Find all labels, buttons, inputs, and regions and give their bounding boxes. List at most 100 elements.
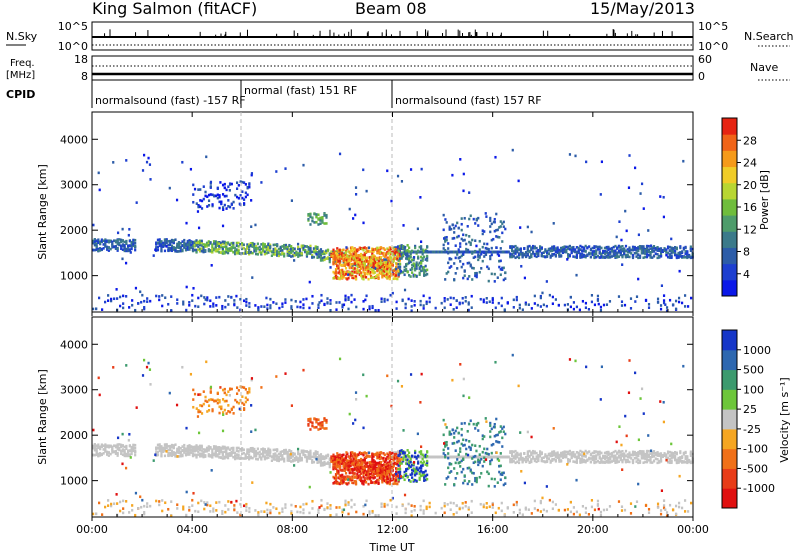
- power-cell: [352, 276, 355, 280]
- power-cell: [665, 306, 669, 309]
- velocity-cell: [221, 445, 224, 449]
- power-cell: [288, 244, 291, 248]
- power-cell: [290, 250, 293, 253]
- power-cell: [563, 250, 566, 253]
- power-cell: [689, 296, 693, 300]
- power-cell: [369, 270, 373, 274]
- power-cell: [560, 249, 563, 253]
- velocity-cell: [102, 452, 105, 455]
- power-cell: [118, 238, 121, 241]
- power-cell: [182, 300, 185, 304]
- power-cell: [243, 202, 246, 205]
- velocity-cell: [163, 449, 167, 452]
- power-cell: [459, 242, 462, 245]
- power-cell: [192, 200, 195, 204]
- power-cell: [449, 296, 452, 300]
- power-cell: [188, 301, 191, 304]
- power-cell: [386, 256, 389, 260]
- power-cell: [276, 244, 279, 248]
- power-cell: [183, 238, 186, 242]
- power-cell: [374, 309, 377, 313]
- power-cell: [656, 297, 660, 301]
- power-cell: [147, 156, 150, 160]
- velocity-cell: [491, 455, 494, 459]
- power-cell: [351, 266, 354, 270]
- velocity-cell: [219, 456, 223, 459]
- velocity-cell: [172, 444, 175, 448]
- velocity-cell: [269, 448, 272, 452]
- power-cell: [191, 244, 195, 248]
- velocity-cell: [155, 446, 158, 450]
- power-cell: [500, 296, 503, 300]
- power-cell: [365, 294, 368, 298]
- power-cell: [176, 246, 179, 249]
- velocity-cell: [172, 446, 175, 449]
- power-cell: [453, 278, 456, 281]
- velocity-cell: [216, 453, 219, 456]
- power-cell: [563, 247, 566, 251]
- power-cell: [197, 205, 200, 209]
- power-cell: [272, 250, 275, 253]
- velocity-cell: [174, 451, 177, 455]
- power-cell: [407, 297, 410, 301]
- power-cell: [474, 255, 477, 259]
- power-cell: [521, 254, 524, 258]
- power-cell: [588, 252, 591, 256]
- power-cell: [485, 215, 488, 218]
- power-cell: [363, 251, 366, 255]
- velocity-cell: [276, 455, 279, 458]
- power-cell: [218, 194, 221, 197]
- velocity-cell: [283, 457, 286, 461]
- power-cell: [245, 304, 248, 307]
- velocity-cell: [509, 459, 512, 462]
- power-cell: [479, 297, 482, 301]
- power-cell: [656, 301, 660, 304]
- power-cell: [419, 240, 423, 244]
- power-cell: [260, 181, 263, 184]
- power-cell: [631, 256, 635, 260]
- power-cell: [188, 241, 191, 244]
- velocity-cell: [211, 450, 214, 454]
- power-cell: [420, 255, 423, 259]
- power-cell: [487, 247, 490, 251]
- velocity-cell: [244, 457, 247, 460]
- power-cell: [362, 248, 365, 252]
- power-cell: [197, 305, 200, 309]
- power-cell: [388, 277, 391, 281]
- power-cell: [514, 252, 517, 255]
- power-cell: [211, 245, 214, 249]
- power-cell: [341, 276, 344, 279]
- power-cell: [378, 256, 381, 259]
- velocity-cell: [242, 448, 245, 452]
- power-cell: [512, 306, 515, 309]
- velocity-cell: [205, 448, 209, 452]
- power-cell: [593, 246, 596, 250]
- power-cell: [378, 252, 381, 256]
- power-cell: [399, 262, 402, 266]
- power-cell: [191, 248, 195, 252]
- power-cell: [262, 243, 265, 247]
- power-cell: [499, 273, 502, 277]
- power-cell: [412, 264, 415, 268]
- power-cell: [325, 216, 328, 219]
- velocity-cell: [225, 448, 228, 451]
- velocity-cell: [332, 457, 335, 460]
- power-cell: [135, 201, 138, 204]
- power-cell: [300, 252, 303, 255]
- power-cell: [420, 245, 423, 248]
- power-cell: [121, 239, 124, 243]
- power-cell: [642, 207, 645, 210]
- power-cell: [339, 251, 343, 255]
- velocity-cell: [510, 460, 514, 464]
- velocity-cell: [214, 454, 217, 458]
- power-cell: [442, 247, 445, 250]
- velocity-cell: [212, 447, 216, 450]
- power-cell: [376, 248, 379, 251]
- power-cell: [603, 255, 607, 259]
- power-cell: [616, 255, 619, 259]
- power-cell: [339, 255, 343, 258]
- power-cell: [568, 248, 571, 251]
- power-cell: [347, 276, 350, 280]
- power-cell: [107, 240, 110, 244]
- power-cell: [409, 275, 412, 278]
